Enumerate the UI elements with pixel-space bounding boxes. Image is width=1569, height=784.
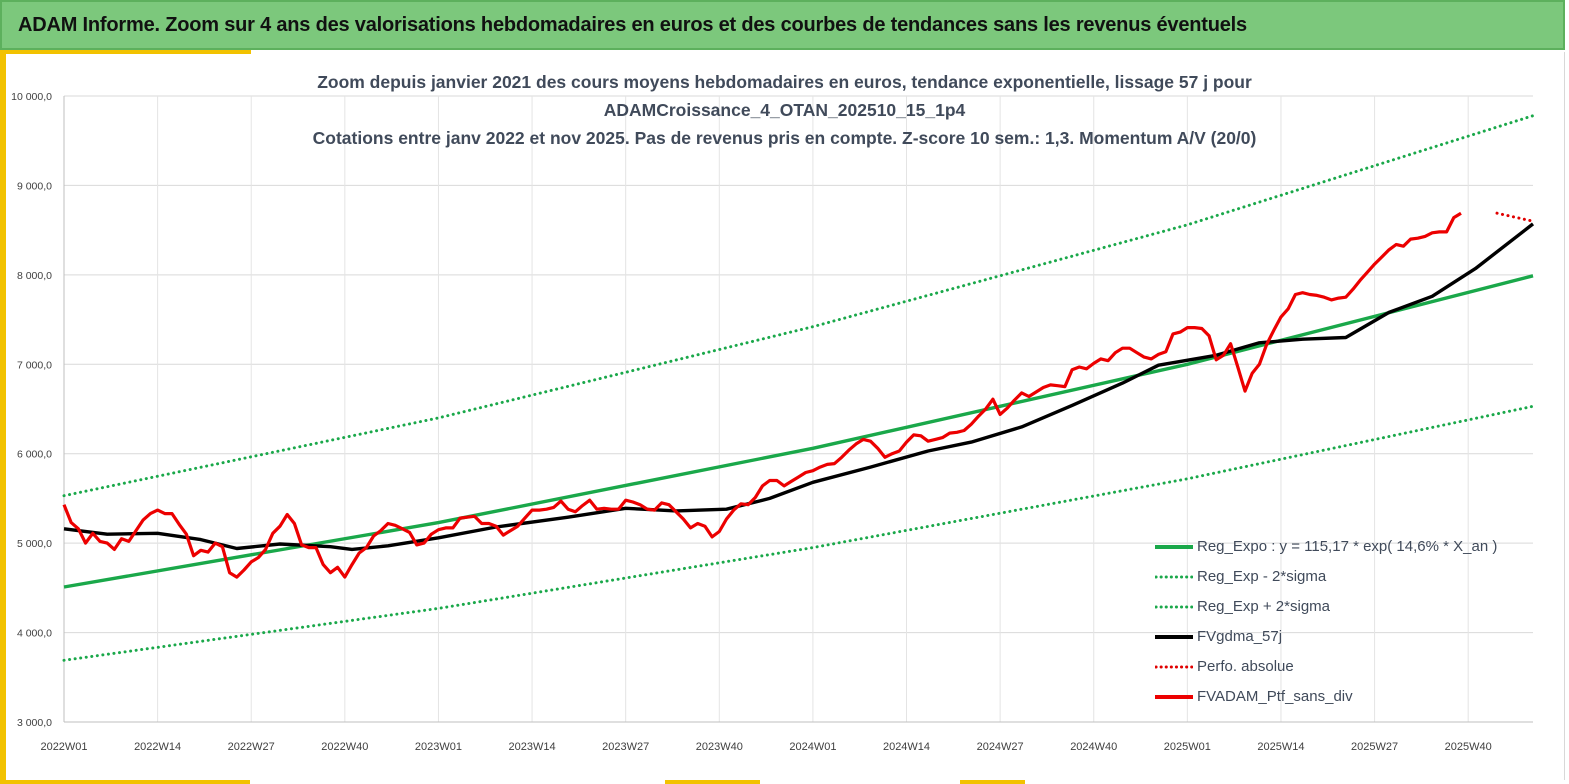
y-tick-label: 9 000,0 <box>17 180 52 192</box>
x-tick-label: 2024W14 <box>883 741 930 753</box>
legend-item: Reg_Exp + 2*sigma <box>1155 596 1555 626</box>
legend-item: Reg_Expo : y = 115,17 * exp( 14,6% * X_a… <box>1155 536 1555 566</box>
chart-legend: Reg_Expo : y = 115,17 * exp( 14,6% * X_a… <box>1155 536 1555 716</box>
legend-label: FVgdma_57j <box>1197 628 1283 645</box>
accent-bar-bottom <box>960 780 1025 784</box>
x-tick-label: 2022W01 <box>40 741 87 753</box>
x-tick-label: 2022W27 <box>228 741 275 753</box>
accent-bar-top <box>6 50 251 54</box>
legend-item: FVgdma_57j <box>1155 626 1555 656</box>
x-tick-label: 2024W27 <box>977 741 1024 753</box>
x-tick-label: 2022W14 <box>134 741 181 753</box>
y-tick-label: 6 000,0 <box>17 449 52 461</box>
y-tick-label: 10 000,0 <box>11 91 52 103</box>
legend-swatch <box>1155 605 1193 609</box>
series-line-1 <box>62 404 1535 662</box>
legend-swatch <box>1155 545 1193 549</box>
legend-swatch <box>1155 575 1193 579</box>
y-tick-label: 5 000,0 <box>17 538 52 550</box>
x-tick-label: 2023W40 <box>696 741 743 753</box>
series-lines <box>62 114 1535 662</box>
legend-swatch <box>1155 665 1193 669</box>
gridlines <box>63 95 1533 723</box>
series-line-2 <box>62 114 1535 498</box>
legend-item: FVADAM_Ptf_sans_div <box>1155 686 1555 716</box>
chart-title-line-2: ADAMCroissance_4_OTAN_202510_15_1p4 <box>603 100 966 120</box>
chart-title-line-1: Zoom depuis janvier 2021 des cours moyen… <box>317 72 1252 92</box>
y-tick-label: 4 000,0 <box>17 628 52 640</box>
legend-swatch <box>1155 695 1193 699</box>
x-tick-label: 2023W01 <box>415 741 462 753</box>
chart-frame <box>6 52 1565 780</box>
series-line-3 <box>63 222 1535 552</box>
x-tick-label: 2024W40 <box>1070 741 1117 753</box>
chart-title-line-3: Cotations entre janv 2022 et nov 2025. P… <box>312 128 1257 148</box>
x-tick-label: 2025W27 <box>1351 741 1398 753</box>
x-tick-label: 2025W14 <box>1257 741 1304 753</box>
accent-bar-left <box>0 50 6 784</box>
banner-title: ADAM Informe. Zoom sur 4 ans des valoris… <box>18 14 1247 36</box>
x-tick-label: 2023W14 <box>509 741 556 753</box>
legend-item: Perfo. absolue <box>1155 656 1555 686</box>
y-tick-label: 7 000,0 <box>17 359 52 371</box>
legend-label: Reg_Exp - 2*sigma <box>1197 568 1327 585</box>
legend-label: Reg_Expo : y = 115,17 * exp( 14,6% * X_a… <box>1197 538 1498 555</box>
legend-label: FVADAM_Ptf_sans_div <box>1197 688 1353 705</box>
series-line-0 <box>63 274 1534 589</box>
x-tick-label: 2025W01 <box>1164 741 1211 753</box>
y-tick-label: 3 000,0 <box>17 717 52 729</box>
x-tick-label: 2023W27 <box>602 741 649 753</box>
axes: 3 000,0 4 000,0 5 000,0 6 000,0 7 000,0 8 000… <box>11 91 1533 753</box>
x-tick-label: 2022W40 <box>321 741 368 753</box>
x-tick-label: 2024W01 <box>789 741 836 753</box>
title-banner: ADAM Informe. Zoom sur 4 ans des valoris… <box>0 0 1565 50</box>
legend-swatch <box>1155 635 1193 639</box>
legend-label: Perfo. absolue <box>1197 658 1294 675</box>
legend-item: Reg_Exp - 2*sigma <box>1155 566 1555 596</box>
accent-bar-bottom <box>665 780 760 784</box>
accent-bar-bottom <box>0 780 250 784</box>
y-tick-label: 8 000,0 <box>17 270 52 282</box>
x-tick-label: 2025W40 <box>1445 741 1492 753</box>
legend-label: Reg_Exp + 2*sigma <box>1197 598 1330 615</box>
series-line-4 <box>1495 211 1535 223</box>
series-line-5 <box>62 211 1462 579</box>
